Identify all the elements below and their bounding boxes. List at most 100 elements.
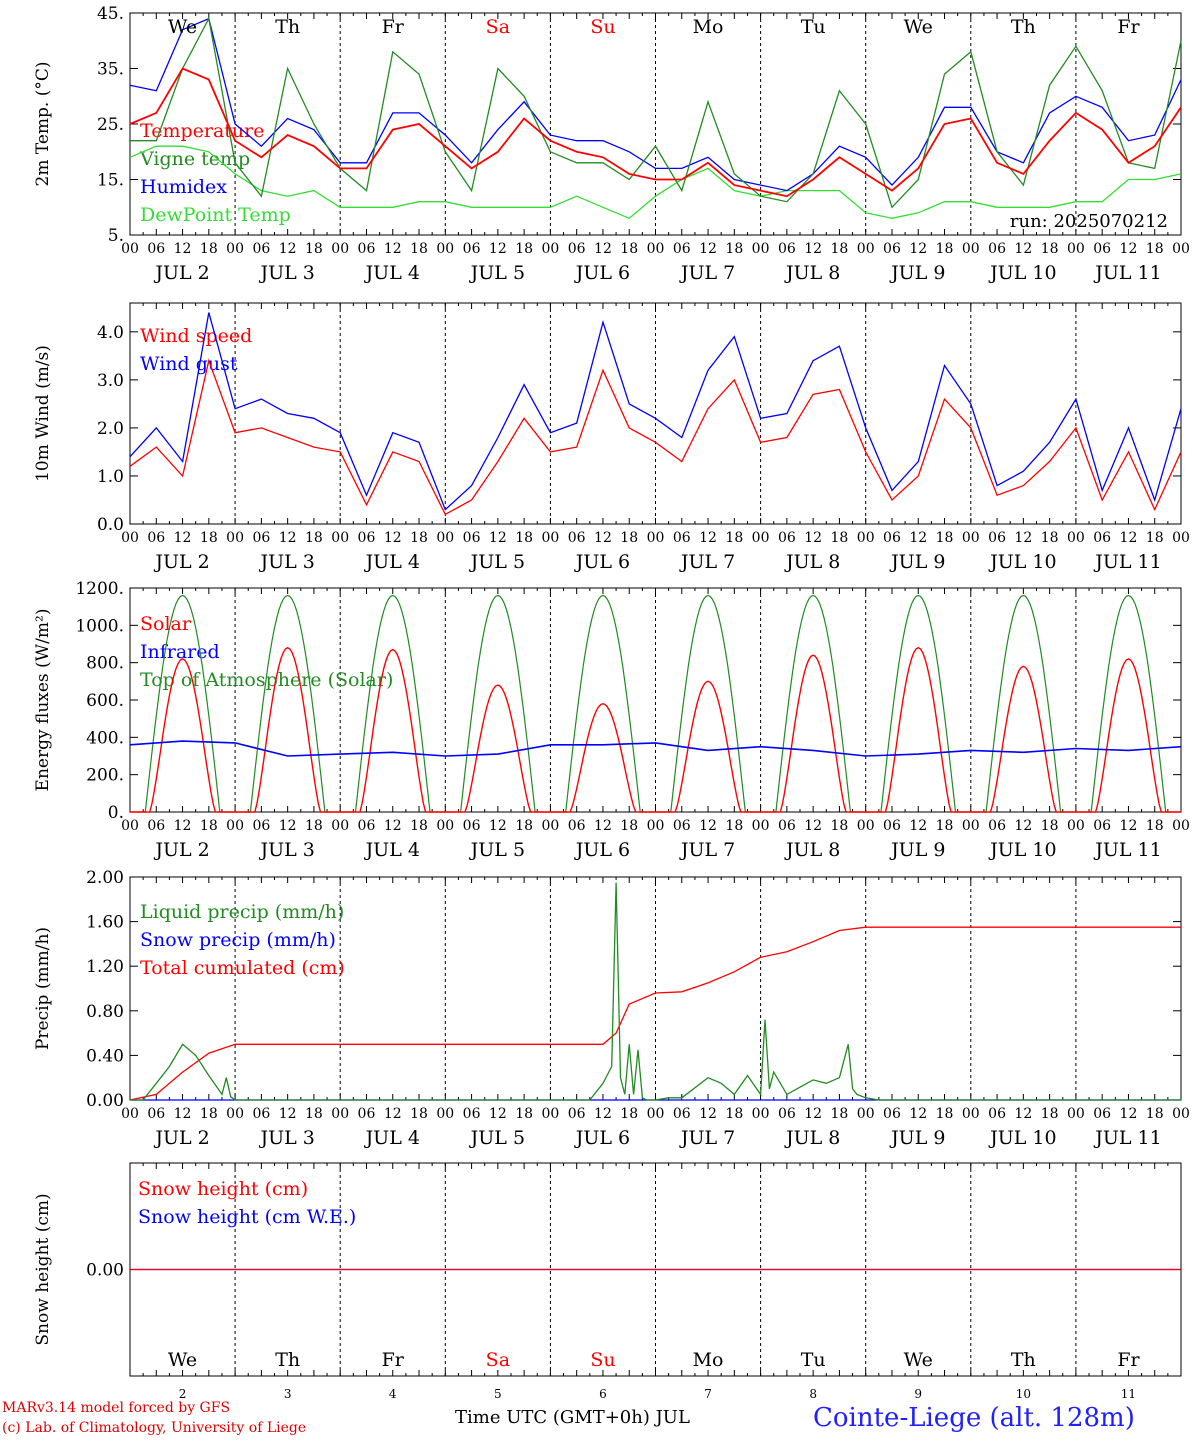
- date-label: JUL 4: [364, 551, 420, 573]
- solar-line: [130, 646, 1181, 813]
- date-label: JUL 3: [258, 262, 314, 284]
- legend-entry: Temperature: [140, 120, 264, 142]
- y-tick-label: 1200.: [75, 579, 124, 599]
- hour-tick-label: 06: [1093, 530, 1111, 546]
- weekday-label: Tu: [801, 1349, 826, 1371]
- hour-tick-label: 12: [384, 241, 402, 257]
- legend-entry: Wind gust: [140, 353, 238, 375]
- weekday-label: Mo: [693, 16, 724, 38]
- weekday-label: We: [168, 1349, 197, 1371]
- hour-tick-label: 18: [620, 530, 638, 546]
- y-tick-label: 0.00: [86, 1261, 124, 1281]
- weekday-label: Th: [275, 16, 300, 38]
- hour-tick-label: 00: [962, 818, 980, 834]
- y-tick-label: 0.0: [97, 515, 124, 535]
- weekday-label: Fr: [1117, 1349, 1140, 1371]
- hour-tick-label: 12: [909, 1106, 927, 1122]
- hour-tick-label: 12: [279, 1106, 297, 1122]
- date-label: JUL 7: [679, 1127, 735, 1149]
- hour-tick-label: 00: [857, 530, 875, 546]
- y-tick-label: 0.40: [86, 1046, 124, 1066]
- date-label: JUL 6: [574, 262, 630, 284]
- hour-tick-label: 00: [1172, 241, 1190, 257]
- hour-tick-label: 18: [305, 241, 323, 257]
- hour-tick-label: 06: [883, 530, 901, 546]
- hour-tick-label: 18: [1146, 530, 1164, 546]
- date-label: JUL 11: [1093, 1127, 1161, 1149]
- hour-tick-label: 00: [331, 1106, 349, 1122]
- weekday-label: Sa: [486, 1349, 510, 1371]
- hour-tick-label: 12: [804, 818, 822, 834]
- date-label: JUL 9: [889, 262, 945, 284]
- hour-tick-label: 06: [1093, 1106, 1111, 1122]
- hour-tick-label: 00: [436, 818, 454, 834]
- hour-tick-label: 00: [541, 818, 559, 834]
- weekday-label: Fr: [1117, 16, 1140, 38]
- hour-tick-label: 18: [1041, 241, 1059, 257]
- hour-tick-label: 00: [962, 241, 980, 257]
- legend-entry: Vigne temp: [139, 148, 250, 170]
- hour-tick-label: 00: [1067, 530, 1085, 546]
- hour-tick-label: 18: [200, 530, 218, 546]
- hour-tick-label: 18: [515, 1106, 533, 1122]
- date-label: JUL 8: [784, 262, 840, 284]
- hour-tick-label: 06: [358, 818, 376, 834]
- hour-tick-label: 18: [515, 530, 533, 546]
- weekday-label: Su: [590, 1349, 615, 1371]
- y-tick-label: 2.0: [97, 419, 124, 439]
- y-tick-label: 35.: [97, 60, 124, 80]
- hour-tick-label: 12: [174, 530, 192, 546]
- date-label: JUL 3: [258, 551, 314, 573]
- hour-tick-label: 00: [647, 1106, 665, 1122]
- date-label: JUL 6: [574, 1127, 630, 1149]
- hour-tick-label: 00: [1067, 241, 1085, 257]
- hour-tick-label: 00: [647, 530, 665, 546]
- y-tick-label: 600.: [86, 691, 124, 711]
- hour-tick-label: 00: [331, 818, 349, 834]
- day-number-label: 6: [599, 1387, 607, 1401]
- day-number-label: 4: [389, 1387, 397, 1401]
- hour-tick-label: 00: [1172, 1106, 1190, 1122]
- date-label: JUL 11: [1093, 262, 1161, 284]
- hour-tick-label: 18: [936, 818, 954, 834]
- date-label: JUL 7: [679, 551, 735, 573]
- hour-tick-label: 18: [200, 1106, 218, 1122]
- y-tick-label: 0.00: [86, 1091, 124, 1111]
- hour-tick-label: 12: [174, 241, 192, 257]
- day-number-label: 2: [179, 1387, 187, 1401]
- hour-tick-label: 12: [174, 1106, 192, 1122]
- hour-tick-label: 06: [463, 818, 481, 834]
- weekday-label: Mo: [693, 1349, 724, 1371]
- legend-entry: Liquid precip (mm/h): [140, 901, 344, 923]
- y-tick-label: 0.: [108, 803, 124, 823]
- hour-tick-label: 18: [936, 1106, 954, 1122]
- date-label: JUL 2: [153, 262, 209, 284]
- hour-tick-label: 18: [936, 241, 954, 257]
- date-label: JUL 2: [153, 551, 209, 573]
- y-tick-label: 45.: [97, 4, 124, 24]
- hour-tick-label: 12: [384, 530, 402, 546]
- hour-tick-label: 06: [147, 818, 165, 834]
- y-axis-label: Energy fluxes (W/m²): [33, 609, 53, 792]
- hour-tick-label: 18: [620, 241, 638, 257]
- date-label: JUL 5: [469, 1127, 525, 1149]
- panel-frame: [129, 587, 1182, 813]
- hour-tick-label: 12: [699, 530, 717, 546]
- legend-entry: Solar: [140, 613, 192, 635]
- hour-tick-label: 00: [226, 818, 244, 834]
- y-tick-label: 1000.: [75, 616, 124, 636]
- legend-entry: Total cumulated (cm): [140, 957, 345, 979]
- hour-tick-label: 12: [594, 530, 612, 546]
- hour-tick-label: 18: [725, 241, 743, 257]
- humidex-line: [129, 17, 1182, 192]
- hour-tick-label: 06: [883, 1106, 901, 1122]
- hour-tick-label: 12: [1014, 241, 1032, 257]
- hour-tick-label: 12: [279, 818, 297, 834]
- hour-tick-label: 06: [252, 1106, 270, 1122]
- hour-tick-label: 00: [226, 530, 244, 546]
- date-label: JUL 4: [364, 262, 420, 284]
- time-axis-label: Time UTC (GMT+0h) JUL: [455, 1407, 690, 1428]
- y-tick-label: 2.00: [86, 868, 124, 888]
- hour-tick-label: 18: [410, 530, 428, 546]
- hour-tick-label: 12: [279, 241, 297, 257]
